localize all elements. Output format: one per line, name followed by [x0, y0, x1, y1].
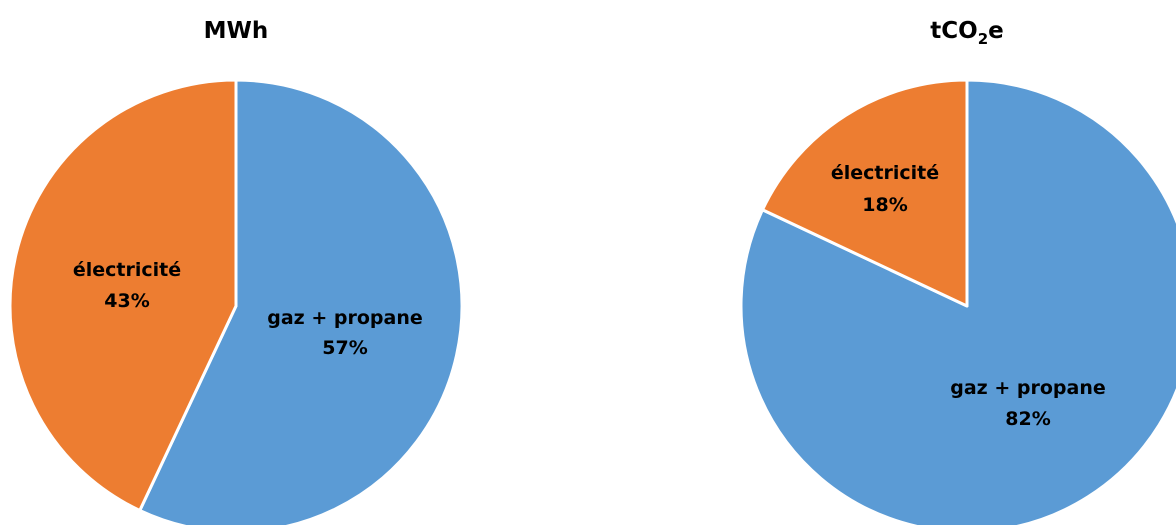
mwh-chart-title: MWh — [204, 18, 269, 44]
mwh-pie-chart: MWh gaz + propane 57% électricité 43% — [8, 18, 464, 525]
tco2e-slice-label-electricite-name: électricité — [831, 162, 939, 184]
mwh-pie-slices — [8, 78, 464, 525]
mwh-pie-slice-electricite — [8, 78, 238, 512]
tco2e-title-tail: e — [988, 18, 1004, 44]
tco2e-title-main: tCO — [930, 18, 977, 44]
tco2e-chart-title: tCO2e — [930, 18, 1003, 48]
mwh-slice-label-gaz-propane-name: gaz + propane — [267, 307, 423, 329]
mwh-pie-slice-gaz-propane — [138, 78, 464, 525]
tco2e-pie-chart: tCO2e gaz + propane 82% électricité 18% — [739, 18, 1176, 525]
tco2e-slice-label-gaz-propane-percent: 82% — [1005, 408, 1050, 430]
tco2e-title-subscript: 2 — [978, 30, 988, 48]
mwh-slice-label-gaz-propane-percent: 57% — [322, 337, 367, 359]
tco2e-pie-slices — [739, 78, 1176, 525]
tco2e-slice-label-electricite-percent: 18% — [862, 194, 907, 216]
tco2e-slice-label-gaz-propane-name: gaz + propane — [950, 377, 1106, 399]
mwh-slice-label-electricite-name: électricité — [73, 259, 181, 281]
mwh-slice-label-electricite-percent: 43% — [104, 290, 149, 312]
tco2e-pie-slice-electricite — [761, 78, 969, 308]
